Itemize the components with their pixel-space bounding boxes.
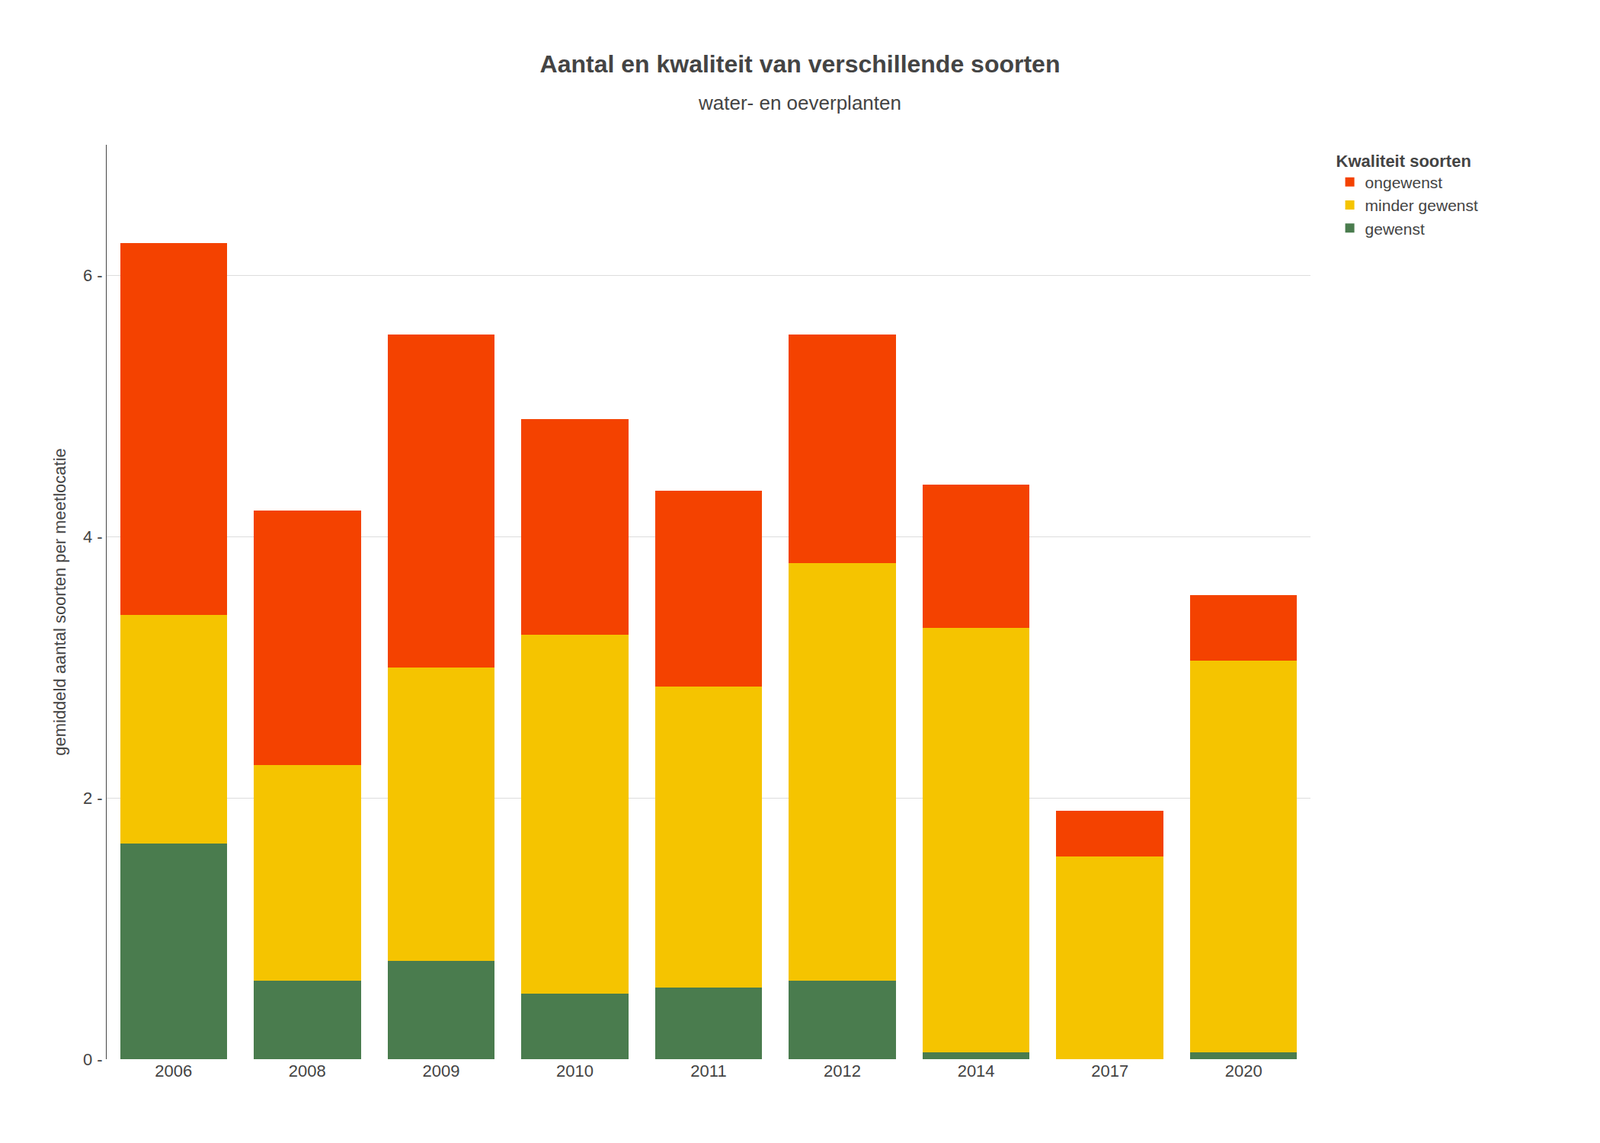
svg-text:2009: 2009: [422, 1061, 460, 1081]
svg-text:2014: 2014: [957, 1061, 996, 1081]
svg-text:2012: 2012: [823, 1061, 861, 1081]
svg-text:2011: 2011: [690, 1061, 727, 1081]
svg-text:2017: 2017: [1091, 1061, 1129, 1081]
svg-text:Kwaliteit soorten: Kwaliteit soorten: [1336, 151, 1472, 171]
svg-text:2 -: 2 -: [83, 788, 103, 808]
svg-text:minder gewenst: minder gewenst: [1365, 196, 1479, 215]
svg-text:Aantal en kwaliteit van versch: Aantal en kwaliteit van verschillende so…: [540, 50, 1061, 78]
svg-text:0 -: 0 -: [83, 1049, 103, 1069]
svg-text:2010: 2010: [556, 1061, 594, 1081]
svg-text:6 -: 6 -: [83, 265, 103, 285]
svg-text:gemiddeld aantal soorten per m: gemiddeld aantal soorten per meetlocatie: [50, 448, 70, 756]
svg-text:ongewenst: ongewenst: [1365, 173, 1444, 192]
svg-text:water- en oeverplanten: water- en oeverplanten: [697, 91, 902, 115]
svg-text:2008: 2008: [288, 1061, 327, 1081]
svg-text:gewenst: gewenst: [1365, 220, 1425, 238]
svg-text:2020: 2020: [1225, 1061, 1263, 1081]
svg-text:2006: 2006: [154, 1061, 192, 1081]
svg-text:4 -: 4 -: [83, 527, 103, 547]
